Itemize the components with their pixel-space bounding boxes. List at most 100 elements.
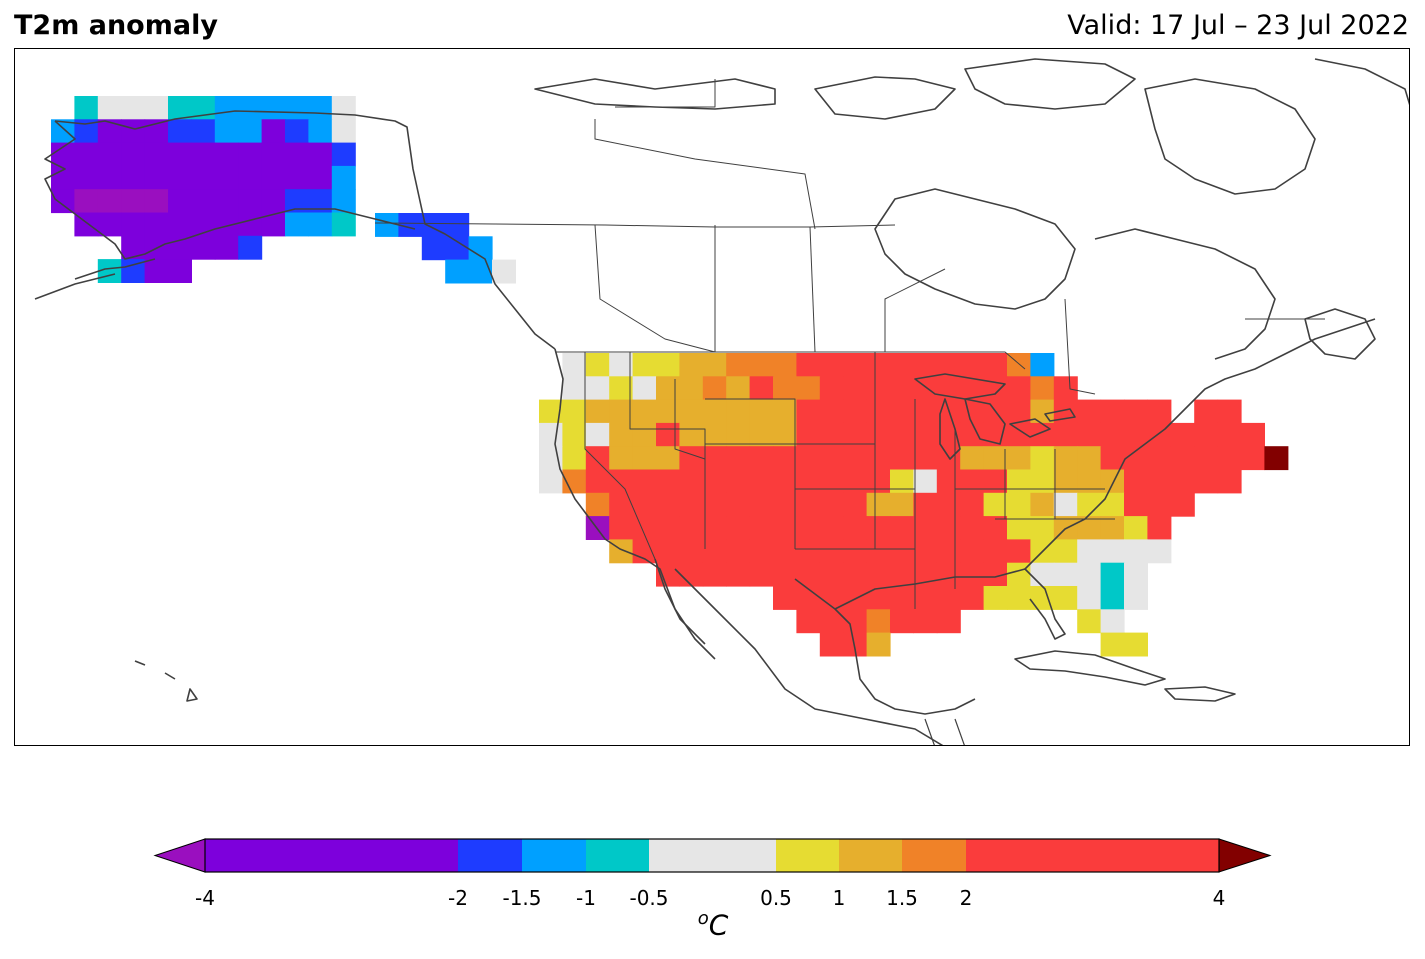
anomaly-cell xyxy=(191,142,216,167)
anomaly-cell xyxy=(843,353,868,377)
anomaly-cell xyxy=(726,516,751,540)
anomaly-cell xyxy=(773,562,797,587)
anomaly-cell xyxy=(1124,539,1148,564)
map-panel xyxy=(14,48,1410,746)
anomaly-cell xyxy=(983,562,1008,587)
anomaly-cell xyxy=(1100,399,1125,424)
anomaly-cell xyxy=(1007,422,1031,447)
colorbar-tick-label: 1.5 xyxy=(886,886,918,910)
colorbar-tick-label: -0.5 xyxy=(629,886,669,910)
anomaly-cell xyxy=(609,353,634,377)
anomaly-grid xyxy=(51,96,1289,657)
anomaly-cell xyxy=(726,376,751,401)
anomaly-cell xyxy=(121,96,146,120)
anomaly-cell xyxy=(866,446,891,471)
anomaly-cell xyxy=(960,562,985,587)
anomaly-cell xyxy=(983,516,1008,540)
colorbar-bin xyxy=(902,839,966,872)
anomaly-cell xyxy=(308,142,333,167)
anomaly-cell xyxy=(1264,446,1289,471)
anomaly-cell xyxy=(819,422,844,447)
anomaly-cell xyxy=(1100,586,1125,610)
anomaly-cell xyxy=(936,516,961,540)
anomaly-cell xyxy=(539,399,563,424)
anomaly-cell xyxy=(890,376,914,401)
anomaly-cell xyxy=(913,422,938,447)
anomaly-cell xyxy=(843,609,868,634)
anomaly-cell xyxy=(285,96,309,120)
anomaly-cell xyxy=(214,212,239,237)
anomaly-cell xyxy=(1217,469,1242,494)
anomaly-cell xyxy=(585,399,610,424)
colorbar-above-extension xyxy=(1218,838,1272,873)
anomaly-cell xyxy=(1100,422,1125,447)
colorbar-tick-label: -1 xyxy=(576,886,596,910)
anomaly-cell xyxy=(1030,446,1055,471)
anomaly-cell xyxy=(238,212,263,237)
anomaly-cell xyxy=(656,399,680,424)
anomaly-cell xyxy=(656,446,680,471)
anomaly-cell xyxy=(936,469,961,494)
anomaly-cell xyxy=(936,376,961,401)
anomaly-cell xyxy=(890,516,914,540)
anomaly-cell xyxy=(1100,562,1125,587)
anomaly-cell xyxy=(1030,492,1055,517)
anomaly-cell xyxy=(585,376,610,401)
anomaly-cell xyxy=(1124,562,1148,587)
anomaly-cell xyxy=(749,376,774,401)
anomaly-cell xyxy=(796,492,821,517)
anomaly-cell xyxy=(866,609,891,634)
anomaly-cell xyxy=(1077,469,1102,494)
anomaly-cell xyxy=(843,562,868,587)
anomaly-cell xyxy=(796,469,821,494)
anomaly-cell xyxy=(609,376,634,401)
anomaly-cell xyxy=(890,469,914,494)
anomaly-cell xyxy=(773,446,797,471)
colorbar-tick-label: 2 xyxy=(959,886,973,910)
anomaly-cell xyxy=(51,119,75,144)
anomaly-cell xyxy=(866,562,891,587)
anomaly-cell xyxy=(121,142,146,167)
anomaly-cell xyxy=(585,516,610,540)
anomaly-cell xyxy=(632,399,657,424)
colorbar-tick-label: 0.5 xyxy=(760,886,792,910)
anomaly-cell xyxy=(913,492,938,517)
anomaly-cell xyxy=(702,399,727,424)
anomaly-cell xyxy=(609,516,634,540)
anomaly-cell xyxy=(1170,446,1195,471)
anomaly-cell xyxy=(1147,446,1172,471)
anomaly-cell xyxy=(1030,562,1055,587)
anomaly-cell xyxy=(702,492,727,517)
colorbar-bin xyxy=(458,839,522,872)
anomaly-cell xyxy=(97,119,122,144)
anomaly-cell xyxy=(609,492,634,517)
anomaly-cell xyxy=(168,212,192,237)
unit-base: C xyxy=(708,908,729,942)
anomaly-cell xyxy=(819,376,844,401)
anomaly-cell xyxy=(144,96,169,120)
anomaly-cell xyxy=(1053,562,1078,587)
anomaly-cell xyxy=(562,376,587,401)
anomaly-cell xyxy=(609,399,634,424)
anomaly-cell xyxy=(1030,353,1055,377)
anomaly-cell xyxy=(656,539,680,564)
anomaly-cell xyxy=(261,96,286,120)
colorbar-tick-label: 1 xyxy=(832,886,846,910)
anomaly-cell xyxy=(1147,469,1172,494)
anomaly-cell xyxy=(960,492,985,517)
anomaly-cell xyxy=(1007,516,1031,540)
anomaly-cell xyxy=(983,376,1008,401)
colorbar-bin xyxy=(776,839,839,872)
anomaly-cell xyxy=(960,539,985,564)
anomaly-cell xyxy=(843,399,868,424)
anomaly-cell xyxy=(308,119,333,144)
anomaly-cell xyxy=(773,376,797,401)
anomaly-cell xyxy=(632,422,657,447)
colorbar-tick-label: -1.5 xyxy=(502,886,542,910)
borders xyxy=(374,79,1325,609)
anomaly-cell xyxy=(585,422,610,447)
colorbar-tick-label: -4 xyxy=(195,886,215,910)
anomaly-cell xyxy=(1077,562,1102,587)
anomaly-cell xyxy=(308,189,333,214)
colorbar-unit: oC xyxy=(698,908,729,941)
